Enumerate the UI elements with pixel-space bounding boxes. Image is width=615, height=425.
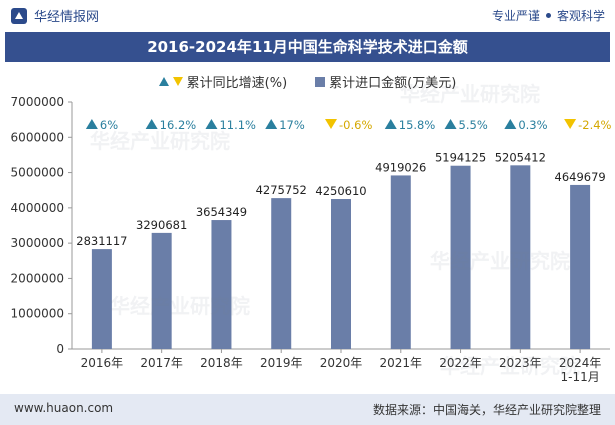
growth-label: -2.4% bbox=[578, 118, 611, 132]
growth-label: -0.6% bbox=[339, 118, 372, 132]
bar-value-label: 3654349 bbox=[196, 205, 247, 219]
bar-value-label: 4919026 bbox=[375, 160, 426, 174]
growth-label: 16.2% bbox=[160, 118, 197, 132]
legend-amount[interactable]: 累计进口金额(万美元) bbox=[315, 72, 456, 91]
x-tick-label: 2016年 bbox=[81, 356, 124, 370]
separator-dot-icon bbox=[545, 13, 551, 18]
bar-chart: 0 1000000 2000000 3000000 4000000 5000000 6000… bbox=[11, 95, 612, 384]
growth-up-marker bbox=[444, 119, 457, 129]
growth-up-marker bbox=[205, 119, 218, 129]
bar[interactable] bbox=[271, 198, 292, 349]
bar[interactable] bbox=[151, 232, 172, 349]
bar[interactable] bbox=[91, 249, 112, 349]
bar-value-label: 3290681 bbox=[136, 218, 187, 232]
growth-up-marker bbox=[85, 119, 98, 129]
y-tick-label: 4000000 bbox=[11, 201, 64, 215]
growth-down-marker bbox=[325, 119, 337, 129]
growth-down-marker bbox=[564, 119, 577, 129]
footer-source: 数据来源：中国海关，华经产业研究院整理 bbox=[372, 403, 601, 417]
growth-up-marker bbox=[384, 119, 397, 129]
bar-swatch-icon bbox=[315, 76, 326, 87]
y-tick-label: 1000000 bbox=[11, 307, 64, 321]
x-tick-label: 2022年 bbox=[439, 356, 482, 370]
y-tick-label: 2000000 bbox=[11, 271, 64, 285]
legend-growth[interactable]: 累计同比增速(%) bbox=[158, 72, 288, 91]
top-bar: 华经情报网 专业严谨 客观科学 bbox=[0, 0, 615, 30]
y-tick-label: 7000000 bbox=[11, 95, 64, 109]
growth-up-marker bbox=[265, 119, 278, 129]
bar-value-label: 4250610 bbox=[315, 184, 366, 198]
bar-value-label: 2831117 bbox=[76, 234, 127, 248]
y-tick-label: 3000000 bbox=[11, 236, 64, 250]
growth-label: 0.3% bbox=[518, 118, 547, 132]
bar[interactable] bbox=[570, 184, 591, 349]
growth-label: 15.8% bbox=[399, 118, 436, 132]
legend-amount-label: 累计进口金额(万美元) bbox=[329, 76, 457, 91]
triangle-down-icon bbox=[172, 77, 183, 86]
growth-label: 17% bbox=[279, 118, 305, 132]
brand-logo-icon bbox=[11, 7, 27, 24]
x-tick-label: 2024年 bbox=[559, 356, 602, 370]
bar[interactable] bbox=[211, 220, 232, 349]
triangle-up-icon bbox=[158, 77, 169, 86]
slogan: 专业严谨 客观科学 bbox=[492, 7, 605, 24]
y-tick-label: 5000000 bbox=[11, 166, 64, 180]
bar[interactable] bbox=[390, 175, 411, 349]
x-tick-label: 2020年 bbox=[320, 356, 363, 370]
bar-value-label: 4649679 bbox=[555, 170, 606, 184]
x-tick-label: 2021年 bbox=[380, 356, 423, 370]
bar[interactable] bbox=[450, 165, 471, 349]
bar-value-label: 4275752 bbox=[256, 183, 307, 197]
chart-legend: 累计同比增速(%) 累计进口金额(万美元) bbox=[0, 72, 615, 91]
slogan-2: 客观科学 bbox=[556, 9, 605, 23]
growth-up-marker bbox=[145, 119, 158, 129]
x-tick-label: 2019年 bbox=[260, 356, 303, 370]
chart-title: 2016-2024年11月中国生命科学技术进口金额 bbox=[5, 32, 610, 62]
brand[interactable]: 华经情报网 bbox=[10, 6, 99, 25]
footer-site-link[interactable]: www.huaon.com bbox=[14, 401, 114, 415]
x-tick-label: 1-11月 bbox=[560, 370, 599, 384]
x-tick-label: 2017年 bbox=[140, 356, 183, 370]
growth-label: 5.5% bbox=[459, 118, 488, 132]
y-tick-label: 6000000 bbox=[11, 130, 64, 144]
y-tick-label: 0 bbox=[56, 342, 64, 356]
growth-label: 11.1% bbox=[219, 118, 256, 132]
growth-label: 6% bbox=[100, 118, 118, 132]
bar-value-label: 5194125 bbox=[435, 151, 486, 165]
growth-up-marker bbox=[504, 119, 517, 129]
bar[interactable] bbox=[331, 199, 351, 349]
bar-value-label: 5205412 bbox=[495, 150, 546, 164]
bar[interactable] bbox=[510, 165, 531, 349]
slogan-1: 专业严谨 bbox=[491, 9, 540, 23]
x-tick-label: 2023年 bbox=[499, 356, 542, 370]
x-tick-label: 2018年 bbox=[200, 356, 243, 370]
brand-name: 华经情报网 bbox=[34, 10, 100, 25]
legend-growth-label: 累计同比增速(%) bbox=[186, 76, 288, 91]
footer: www.huaon.com 数据来源：中国海关，华经产业研究院整理 bbox=[0, 394, 615, 425]
